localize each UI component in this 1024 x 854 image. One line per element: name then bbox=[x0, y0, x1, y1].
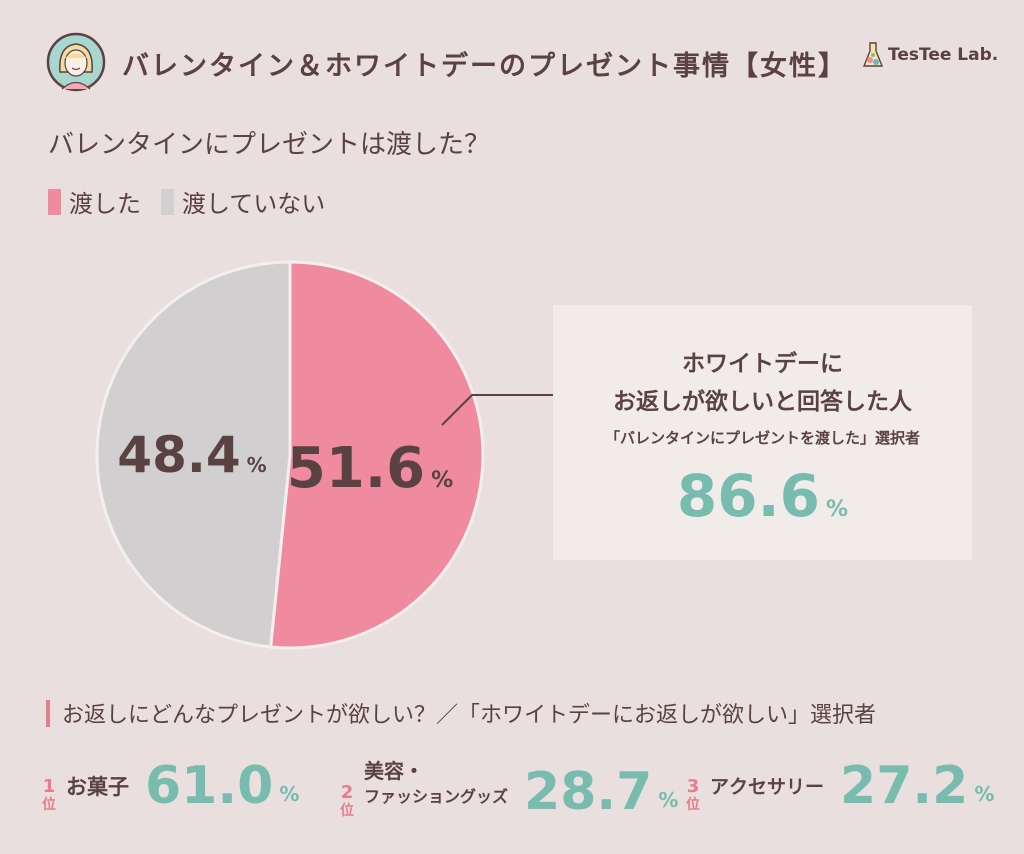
slice-label-not-given: 48.4% bbox=[117, 426, 266, 484]
rank-unit: % bbox=[279, 782, 300, 806]
pie-slice-not-given bbox=[95, 260, 292, 649]
pie-slice-given bbox=[268, 260, 485, 650]
rank-unit: % bbox=[658, 788, 679, 812]
ranking-heading: お返しにどんなプレゼントが欲しい？／「ホワイトデーにお返しが欲しい」選択者 bbox=[46, 697, 876, 729]
rank-label: 美容・ ファッショングッズ bbox=[364, 758, 508, 810]
callout-box: ホワイトデーに お返しが欲しいと回答した人 「バレンタインにプレゼントを渡した」… bbox=[553, 305, 972, 560]
ranking-heading-text: お返しにどんなプレゼントが欲しい？／「ホワイトデーにお返しが欲しい」選択者 bbox=[62, 703, 877, 728]
rank-unit: % bbox=[974, 782, 995, 806]
legend-swatch-not-given bbox=[161, 188, 174, 215]
callout-value-number: 86.6 bbox=[676, 462, 821, 530]
legend: 渡した 渡していない bbox=[48, 184, 345, 219]
legend-swatch-given bbox=[48, 188, 61, 215]
logo: TesTee Lab. bbox=[862, 40, 998, 70]
rank-label-line1: 美容・ bbox=[364, 759, 424, 783]
rank-value: 61.0 bbox=[145, 756, 274, 816]
flask-icon bbox=[862, 42, 884, 67]
legend-label-given: 渡した bbox=[69, 190, 141, 218]
logo-text: TesTee Lab. bbox=[888, 45, 999, 65]
rank-label: アクセサリー bbox=[710, 776, 825, 798]
page-title: バレンタイン＆ホワイトデーのプレゼント事情【女性】 bbox=[122, 51, 847, 82]
rank-label: お菓子 bbox=[66, 775, 129, 799]
legend-label-not-given: 渡していない bbox=[182, 190, 326, 218]
heading-accent-bar bbox=[46, 699, 50, 727]
rank-value: 28.7 bbox=[524, 762, 653, 822]
callout-line1: ホワイトデーに bbox=[682, 351, 843, 377]
rank-value: 27.2 bbox=[840, 756, 969, 816]
avatar bbox=[46, 32, 106, 92]
slice-label-given: 51.6% bbox=[287, 436, 453, 501]
callout-leader-line bbox=[441, 394, 553, 426]
callout-subtext: 「バレンタインにプレゼントを渡した」選択者 bbox=[604, 429, 920, 447]
pie-chart: 51.6% 48.4% bbox=[95, 260, 553, 650]
chart-title: バレンタインにプレゼントは渡した？ bbox=[48, 130, 491, 160]
callout-heading: ホワイトデーに お返しが欲しいと回答した人 bbox=[553, 345, 972, 421]
rank-label-line2: ファッショングッズ bbox=[364, 787, 509, 806]
callout-line2: お返しが欲しいと回答した人 bbox=[613, 389, 912, 415]
callout-value-unit: % bbox=[826, 497, 849, 522]
callout-value: 86.6% bbox=[553, 462, 972, 530]
